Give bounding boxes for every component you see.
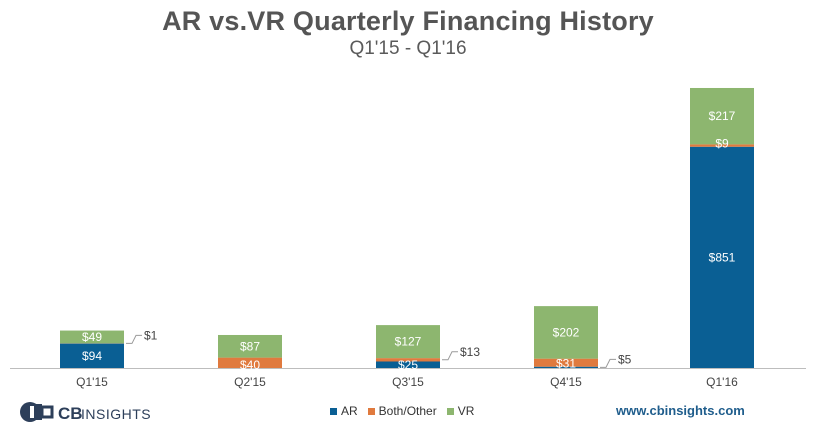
data-label-ar-q3-15: $25: [398, 358, 418, 372]
x-tick-label-q1-15: Q1'15: [76, 375, 108, 389]
data-label-vr-q4-15: $202: [553, 325, 580, 339]
chart-legend: AR Both/Other VR: [330, 404, 474, 418]
legend-swatch-ar: [330, 407, 337, 415]
cb-insights-logo-icon: [20, 402, 54, 422]
x-tick-label-q1-16: Q1'16: [706, 375, 738, 389]
website-link[interactable]: www.cbinsights.com: [616, 403, 745, 418]
logo-insights-text: INSIGHTS: [81, 406, 152, 422]
bar-ar-q4-15: [534, 366, 598, 368]
x-tick-label-q4-15: Q4'15: [550, 375, 582, 389]
data-label-vr-q1-16: $217: [709, 109, 736, 123]
bar-vr-q2-15: [218, 334, 282, 358]
bar-vr-q1-15: [60, 330, 124, 344]
legend-item-ar: AR: [330, 404, 358, 418]
legend-label-ar: AR: [341, 404, 358, 418]
legend-swatch-vr: [446, 407, 454, 415]
data-label-ar-q1-15: $94: [82, 349, 102, 363]
bar-vr-q1-16: [690, 87, 754, 145]
legend-swatch-both-other: [367, 407, 375, 415]
bar-vr-q4-15: [534, 306, 598, 359]
legend-item-both-other: Both/Other: [367, 404, 437, 418]
bar-ar-q3-15: [376, 361, 440, 368]
data-label-vr-q3-15: $127: [395, 335, 422, 349]
bar-ar-q1-16: [690, 146, 754, 368]
callout-label-ar-q4-15: $5: [618, 352, 632, 366]
chart-subtitle: Q1'15 - Q1'16: [349, 38, 467, 59]
callout-line-ar-q4-15: [600, 358, 616, 368]
legend-label-vr: VR: [457, 404, 475, 418]
x-tick-label-q3-15: Q3'15: [392, 375, 424, 389]
bar-both-other-q3-15: [376, 358, 440, 362]
callout-line-both-other-q1-15: [126, 334, 142, 344]
data-label-both-other-q4-15: $31: [556, 357, 576, 371]
logo-cb-text: CB: [58, 404, 83, 423]
callout-label-both-other-q1-15: $1: [144, 328, 158, 342]
bar-both-other-q2-15: [218, 357, 282, 368]
legend-label-both-other: Both/Other: [378, 404, 437, 418]
data-label-both-other-q1-16: $9: [715, 137, 729, 151]
data-label-vr-q1-15: $49: [82, 330, 102, 344]
bar-both-other-q1-16: [690, 144, 754, 147]
data-label-vr-q2-15: $87: [240, 339, 260, 353]
bar-vr-q3-15: [376, 325, 440, 359]
bar-ar-q1-15: [60, 343, 124, 368]
data-label-ar-q1-16: $851: [709, 250, 736, 264]
callout-label-both-other-q3-15: $13: [460, 345, 480, 359]
bar-both-other-q4-15: [534, 358, 598, 367]
callout-line-both-other-q3-15: [442, 351, 458, 361]
legend-item-vr: VR: [446, 404, 475, 418]
x-tick-label-q2-15: Q2'15: [234, 375, 266, 389]
data-label-both-other-q2-15: $40: [240, 358, 260, 372]
chart-title: AR vs.VR Quarterly Financing History: [162, 6, 654, 36]
